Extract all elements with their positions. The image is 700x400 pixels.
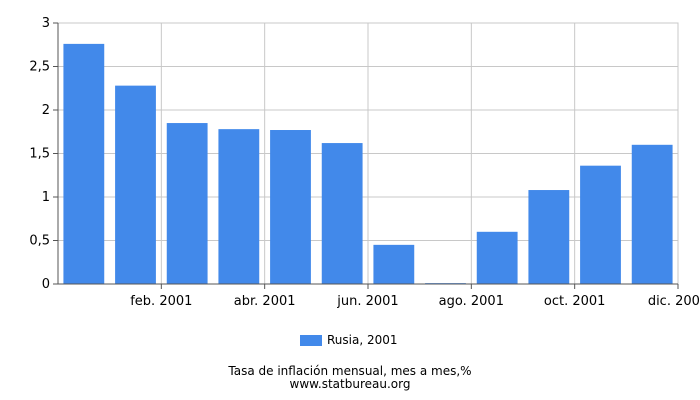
y-tick-label: 1,5 (29, 147, 50, 162)
bar (476, 231, 518, 284)
legend-swatch (300, 334, 322, 346)
chart-caption: Tasa de inflación mensual, mes a mes,% (228, 364, 472, 378)
bar (631, 144, 673, 284)
x-tick-label: feb. 2001 (130, 294, 192, 309)
bar (218, 129, 260, 284)
y-tick-label: 0,5 (29, 234, 50, 249)
x-tick-label: abr. 2001 (234, 294, 296, 309)
x-tick-label: oct. 2001 (544, 294, 606, 309)
y-tick-label: 3 (42, 16, 50, 31)
bar (580, 165, 621, 284)
x-tick-label: jun. 2001 (336, 294, 398, 309)
bar (528, 190, 570, 284)
legend: Rusia, 2001 (300, 333, 398, 347)
bar (63, 43, 105, 284)
bar (321, 143, 363, 284)
y-tick-label: 2,5 (29, 60, 50, 75)
bar (115, 85, 156, 284)
inflation-bar-chart: 0 0,5 1 1,5 2 2,5 3 feb. 2001 abr. 2001 jun. 2001… (29, 16, 700, 309)
x-tick-label: ago. 2001 (439, 294, 504, 309)
bar (166, 123, 208, 284)
y-tick-label: 0 (42, 277, 50, 292)
y-tick-label: 2 (42, 103, 50, 118)
y-tick-label: 1 (42, 190, 50, 205)
bar (373, 244, 415, 284)
source-url: www.statbureau.org (289, 377, 411, 391)
bar (270, 130, 311, 284)
x-tick-label: dic. 2001 (648, 294, 700, 309)
legend-label: Rusia, 2001 (327, 333, 398, 347)
